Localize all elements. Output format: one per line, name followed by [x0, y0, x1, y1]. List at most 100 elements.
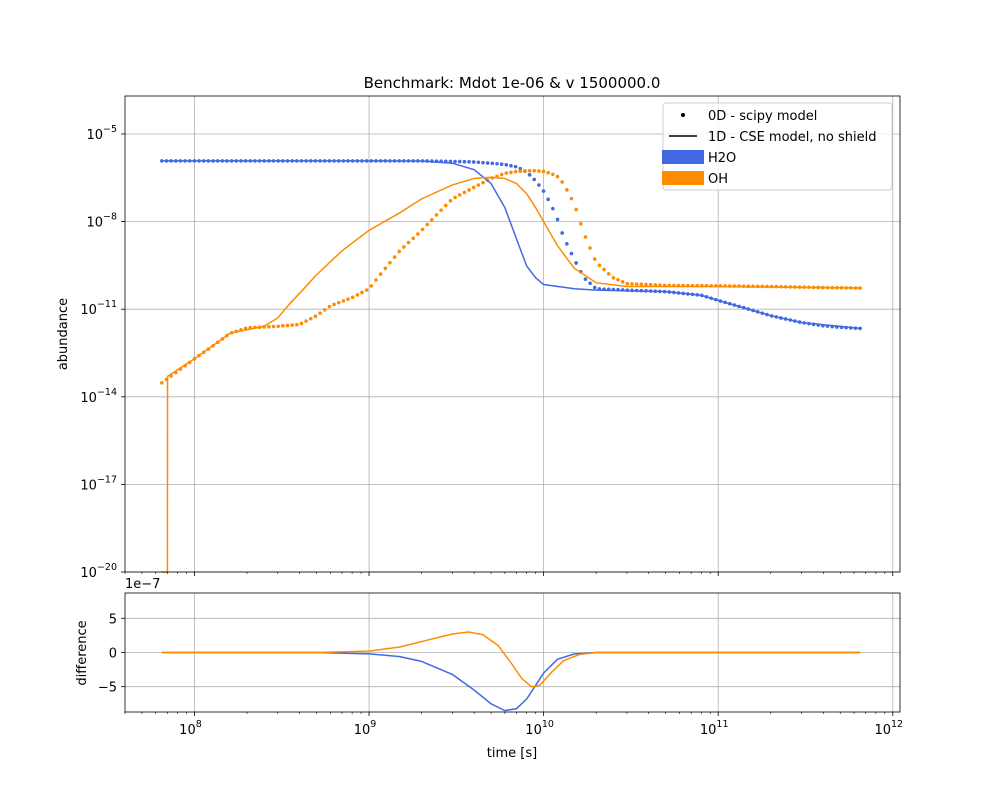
diff-y-tick-label: 0 [109, 647, 117, 662]
h2o-scipy-point [588, 281, 592, 286]
oh-scipy-point [434, 213, 439, 217]
oh-scipy-point [378, 272, 383, 276]
oh-scipy-point [369, 284, 374, 288]
oh-scipy-point [541, 169, 546, 174]
y-axis-label: abundance [56, 298, 71, 370]
oh-scipy-point [648, 282, 653, 287]
h2o-scipy-point [453, 159, 457, 164]
x-tick-label: 109 [354, 719, 377, 738]
oh-scipy-point [383, 266, 388, 271]
oh-scipy-point [430, 217, 434, 222]
oh-scipy-point [397, 249, 402, 254]
oh-scipy-point [602, 267, 606, 272]
oh-scipy-point [481, 180, 485, 185]
oh-scipy-point [416, 232, 420, 236]
diff-series [161, 631, 861, 712]
oh-scipy-point [546, 170, 550, 175]
oh-scipy-point [364, 288, 369, 292]
difference-panel: 108 109 1010 1011 1012 −505 1e−7 difference … [75, 577, 903, 761]
oh-scipy-point [299, 321, 304, 326]
h2o-scipy-point [467, 160, 471, 164]
h2o-scipy-point [537, 183, 541, 187]
x-tick-label: 108 [179, 719, 202, 738]
oh-scipy-point [644, 282, 648, 287]
oh-scipy-point [439, 208, 443, 212]
oh-scipy-point [467, 188, 471, 192]
oh-scipy-point [630, 282, 634, 286]
chart-title: Benchmark: Mdot 1e-06 & v 1500000.0 [364, 74, 661, 92]
diff-y-ticks: −5 0 5 [98, 612, 125, 696]
h2o-scipy-point [858, 326, 862, 331]
x-axis-label: time [s] [487, 746, 537, 761]
oh-scipy-point [341, 299, 346, 303]
h2o-scipy-point [499, 162, 504, 167]
h2o-scipy-point [490, 161, 495, 166]
x-tick-label: 1011 [700, 719, 729, 738]
oh-scipy-point [271, 324, 276, 329]
main-y-tick-label: 10−14 [80, 387, 117, 406]
oh-scipy-point [327, 304, 332, 309]
h2o-difference-line [161, 651, 861, 712]
oh-scipy-point [578, 221, 583, 226]
oh-scipy-point [457, 193, 462, 197]
oh-scipy-point [295, 322, 299, 327]
legend-patch-h2o [662, 150, 704, 164]
oh-scipy-point [527, 168, 532, 173]
main-y-tick-label: 10−20 [80, 562, 117, 581]
oh-scipy-point [509, 170, 513, 175]
h2o-scipy-point [574, 261, 578, 265]
main-panel: 10−20 10−17 10−14 10−11 10−8 10−5 Benchmark: … [56, 74, 901, 581]
h2o-scipy-point [546, 197, 550, 202]
oh-scipy-point [318, 311, 322, 315]
legend-patch-oh [662, 171, 704, 185]
oh-scipy-point [336, 300, 341, 305]
oh-scipy-point [406, 240, 411, 245]
oh-scipy-point [616, 278, 620, 282]
oh-scipy-point [332, 302, 336, 307]
oh-scipy-point [392, 255, 397, 259]
oh-scipy-point [588, 246, 592, 250]
oh-scipy-point [569, 196, 574, 201]
main-plot-frame [124, 95, 901, 573]
h2o-scipy-point [462, 159, 467, 164]
oh-scipy-point [304, 319, 308, 323]
oh-scipy-point [574, 207, 578, 212]
oh-scipy-point [634, 282, 639, 286]
oh-scipy-point [639, 282, 644, 287]
diff-x-ticks: 108 109 1010 1011 1012 [124, 712, 903, 738]
diff-y-axis-label: difference [75, 620, 90, 685]
legend-label-oh: OH [708, 172, 728, 187]
h2o-scipy-point [569, 251, 574, 256]
oh-scipy-point [388, 260, 392, 265]
legend: 0D - scipy model 1D - CSE model, no shiel… [662, 102, 893, 191]
h2o-scipy-point [495, 161, 499, 166]
oh-scipy-point [322, 308, 327, 312]
oh-scipy-point [611, 276, 616, 280]
oh-scipy-point [355, 293, 360, 297]
diff-y-tick-label: 5 [109, 612, 117, 627]
oh-scipy-point [160, 381, 164, 385]
h2o-scipy-point [476, 160, 481, 165]
oh-scipy-point [592, 257, 597, 261]
diff-offset-text: 1e−7 [125, 577, 160, 592]
h2o-scipy-point [471, 160, 476, 164]
oh-scipy-point [276, 324, 280, 329]
main-series [160, 159, 862, 573]
oh-scipy-point [513, 169, 518, 174]
legend-label-h2o: H2O [708, 151, 736, 166]
oh-scipy-point [448, 198, 453, 203]
oh-scipy-point [471, 185, 476, 190]
legend-label-0d-scipy-model: 0D - scipy model [708, 109, 817, 124]
oh-scipy-point [606, 271, 611, 276]
oh-scipy-point [620, 280, 625, 284]
h2o-cse-line [161, 160, 861, 330]
main-y-tick-label: 10−11 [80, 299, 117, 318]
oh-scipy-point [420, 227, 425, 232]
oh-scipy-point [476, 183, 481, 187]
oh-scipy-point [360, 290, 364, 295]
h2o-scipy-point [541, 189, 546, 193]
oh-difference-line [161, 631, 861, 688]
oh-scipy-point [462, 190, 467, 195]
oh-scipy-point [532, 168, 537, 173]
h2o-scipy-point [481, 160, 485, 165]
